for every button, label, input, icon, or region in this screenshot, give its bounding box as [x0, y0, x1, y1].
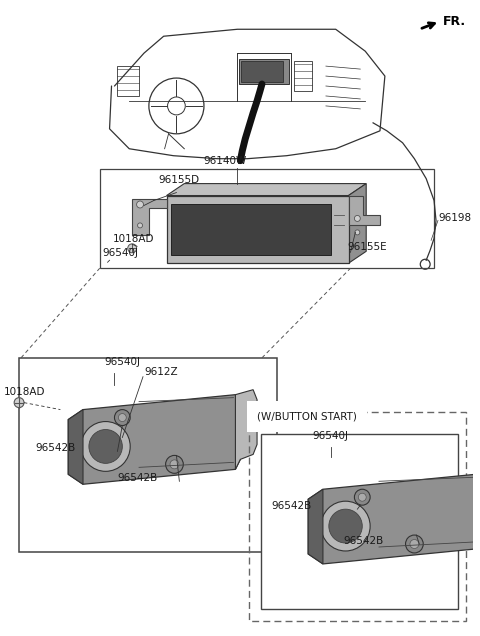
Polygon shape: [348, 195, 380, 225]
Text: (W/BUTTON START): (W/BUTTON START): [257, 411, 357, 422]
Text: 96542B: 96542B: [36, 443, 76, 453]
Bar: [241, 61, 283, 82]
Bar: [170, 204, 331, 255]
Text: 96198: 96198: [438, 214, 471, 223]
Circle shape: [359, 494, 366, 501]
Text: 96155E: 96155E: [348, 242, 387, 252]
Text: 96540J: 96540J: [105, 357, 141, 367]
Bar: [261, 434, 457, 609]
Circle shape: [354, 489, 370, 505]
Text: 96155D: 96155D: [159, 175, 200, 184]
Circle shape: [166, 455, 183, 473]
Polygon shape: [348, 184, 366, 263]
Bar: [100, 169, 434, 268]
Polygon shape: [308, 474, 480, 564]
Circle shape: [81, 422, 130, 471]
Circle shape: [354, 216, 360, 221]
Polygon shape: [68, 395, 240, 484]
Text: 9612Z: 9612Z: [144, 367, 178, 377]
Text: 1018AD: 1018AD: [3, 387, 45, 397]
Bar: [294, 61, 312, 91]
Circle shape: [329, 509, 362, 543]
Circle shape: [119, 413, 126, 422]
Text: 96140W: 96140W: [203, 156, 246, 165]
Circle shape: [355, 230, 360, 235]
Bar: [249, 411, 466, 621]
Bar: [240, 59, 288, 84]
Text: FR.: FR.: [443, 15, 466, 29]
Bar: [19, 358, 277, 552]
Polygon shape: [132, 198, 167, 235]
Text: 96542B: 96542B: [344, 536, 384, 546]
Polygon shape: [475, 469, 480, 549]
Circle shape: [138, 223, 143, 228]
Text: 96542B: 96542B: [118, 473, 157, 483]
Text: 96542B: 96542B: [272, 501, 312, 511]
Circle shape: [170, 460, 179, 469]
Text: 96540J: 96540J: [313, 431, 349, 441]
Circle shape: [14, 398, 24, 408]
Text: 1018AD: 1018AD: [112, 234, 154, 244]
Text: 96540J: 96540J: [103, 248, 139, 258]
Bar: [167, 195, 348, 263]
Bar: [118, 66, 139, 96]
Circle shape: [410, 539, 419, 548]
Polygon shape: [68, 410, 83, 484]
Circle shape: [321, 501, 370, 551]
Polygon shape: [167, 184, 366, 195]
Polygon shape: [308, 489, 323, 564]
Circle shape: [128, 244, 137, 252]
Circle shape: [137, 201, 144, 208]
Circle shape: [406, 535, 423, 553]
Circle shape: [89, 429, 122, 464]
Polygon shape: [235, 390, 257, 469]
Circle shape: [114, 410, 130, 425]
